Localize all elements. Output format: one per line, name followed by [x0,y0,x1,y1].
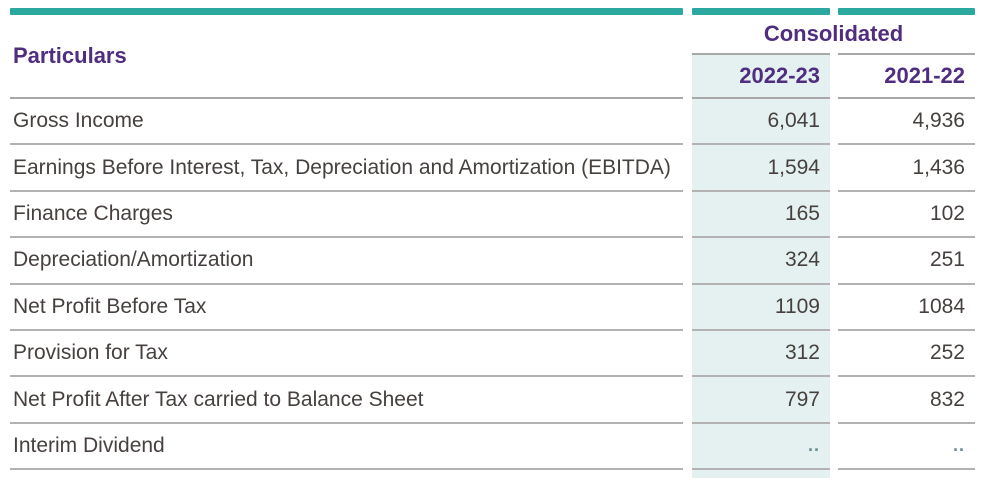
column-gap [830,8,838,15]
accent-bar-year1 [692,8,830,15]
value-2021-22: 102 [838,192,975,239]
value-2021-22: 251 [838,238,975,285]
spacer [10,470,683,478]
column-gap [683,145,692,191]
column-gap [683,15,692,99]
value-2022-23: 797 [692,377,830,424]
table-row: Net Profit Before Tax 1109 1084 [10,284,975,331]
table-header: Particulars Consolidated 2022-23 2021-22 [10,15,975,99]
row-label: Depreciation/Amortization [10,238,683,285]
row-label: Provision for Tax [10,331,683,378]
column-gap [683,377,692,423]
value-2021-22: 4,936 [838,99,975,146]
value-2022-23: 312 [692,330,830,378]
row-label: Finance Charges [10,192,683,239]
column-gap [683,424,692,470]
table-row: Finance Charges 165 102 [10,191,975,239]
value-2021-22: .. [838,424,975,471]
column-gap [683,99,692,145]
highlight-tail [692,470,830,479]
value-2022-23: 1109 [692,284,830,331]
table-row: Depreciation/Amortization 324 251 [10,238,975,285]
row-label: Earnings Before Interest, Tax, Depreciat… [10,145,683,192]
value-2021-22: 832 [838,377,975,424]
particulars-header: Particulars [10,15,683,99]
header-divider [838,53,975,55]
column-gap [830,145,838,191]
value-2021-22: 1084 [838,285,975,331]
column-gap [830,238,838,284]
table-row: Gross Income 6,041 4,936 [10,99,975,146]
year-header-2021-22: 2021-22 [838,55,975,99]
header-divider [692,53,830,55]
value-2022-23: 6,041 [692,99,830,146]
column-gap [683,238,692,284]
row-label: Net Profit Before Tax [10,285,683,331]
table-row: Net Profit After Tax carried to Balance … [10,377,975,424]
value-2022-23: 324 [692,238,830,285]
accent-bar-year2 [838,8,975,15]
column-gap [830,470,838,478]
column-gap [830,285,838,331]
column-gap [830,377,838,423]
year-header-2022-23: 2022-23 [692,55,830,99]
table-top-accent [10,8,975,15]
table-row: Provision for Tax 312 252 [10,330,975,378]
consolidated-label: Consolidated [763,21,904,46]
column-gap [830,99,838,145]
column-gap [830,424,838,470]
value-2021-22: 1,436 [838,145,975,192]
value-2022-23: .. [692,423,830,471]
value-2022-23: 165 [692,191,830,239]
column-gap [683,8,692,15]
value-2022-23: 1,594 [692,145,830,192]
column-gap [830,55,838,99]
financial-summary-table: Particulars Consolidated 2022-23 2021-22… [10,8,975,479]
column-gap [830,192,838,238]
row-label: Interim Dividend [10,424,683,471]
consolidated-header-row: Consolidated [692,15,975,55]
consolidated-header-group: Consolidated 2022-23 2021-22 [692,15,975,99]
column-gap [683,285,692,331]
table-row: Interim Dividend .. .. [10,423,975,471]
row-label: Net Profit After Tax carried to Balance … [10,377,683,424]
column-gap [683,192,692,238]
highlight-column-tail [10,470,975,479]
table-row: Earnings Before Interest, Tax, Depreciat… [10,145,975,192]
column-gap [830,331,838,377]
accent-bar-particulars [10,8,683,15]
value-2021-22: 252 [838,331,975,378]
column-gap [683,331,692,377]
column-gap [683,470,692,478]
spacer [838,470,975,478]
row-label: Gross Income [10,99,683,146]
year-header-row: 2022-23 2021-22 [692,55,975,99]
